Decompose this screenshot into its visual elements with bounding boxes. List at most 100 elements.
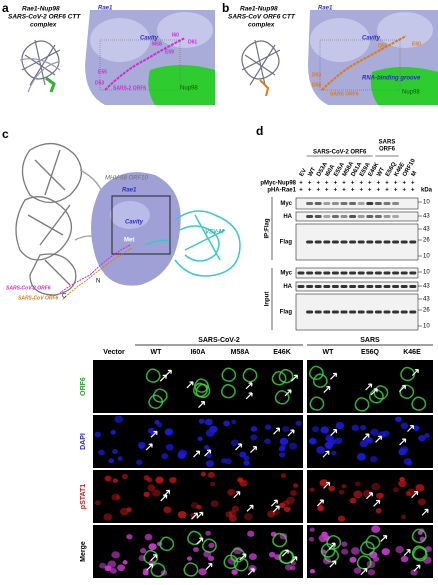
blot <box>295 223 419 261</box>
nucleus <box>286 496 295 505</box>
micrograph <box>391 415 433 468</box>
band <box>314 285 322 288</box>
nucleus <box>280 473 287 478</box>
micrograph <box>93 415 135 468</box>
band <box>409 271 417 275</box>
arrow <box>323 385 331 393</box>
cell <box>183 562 199 577</box>
nucleus <box>375 492 384 500</box>
nucleus <box>231 505 240 512</box>
nucleus <box>264 424 272 430</box>
sign: + <box>402 188 406 194</box>
cell <box>411 396 427 411</box>
shape <box>241 39 281 86</box>
marker: 43 <box>423 214 430 220</box>
shape <box>241 40 280 80</box>
band <box>340 285 348 288</box>
panel-e: SARS-CoV-2 SARS Vector WT I60A M58A E46K WT E56Q… <box>80 337 433 578</box>
marker: 26 <box>423 308 430 314</box>
nucleus <box>325 434 334 442</box>
band <box>366 285 374 288</box>
nucleus <box>295 420 302 427</box>
cell <box>202 538 217 553</box>
nucleus <box>331 450 337 456</box>
marker: 43 <box>423 297 430 303</box>
nucleus <box>247 530 255 537</box>
nucleus <box>230 439 239 447</box>
nucleus <box>279 437 289 445</box>
label: D58 <box>312 82 321 88</box>
arrow <box>186 381 194 389</box>
nucleus <box>94 500 101 506</box>
band <box>306 240 314 244</box>
band <box>400 240 408 244</box>
label: D53 <box>95 80 104 86</box>
band <box>323 202 331 205</box>
nucleus <box>122 560 128 565</box>
nucleus <box>328 485 336 492</box>
arrow <box>399 438 407 446</box>
row-label: pSTAT1 <box>80 484 87 510</box>
blot <box>295 293 419 331</box>
arrow <box>287 429 295 437</box>
nucleus <box>334 437 343 445</box>
label: Rae1 <box>318 6 333 12</box>
nucleus <box>209 481 216 487</box>
nucleus <box>99 562 107 569</box>
nucleus <box>198 418 205 424</box>
nucleus <box>115 495 121 500</box>
nucleus <box>250 434 258 441</box>
label: RNA-binding groove <box>362 76 421 82</box>
nucleus <box>111 551 120 559</box>
band <box>374 215 382 218</box>
arrow <box>246 504 254 512</box>
micrograph <box>177 415 219 468</box>
band <box>340 271 348 275</box>
blot-label: HA <box>283 284 292 290</box>
label: MHV-68 ORF10 <box>105 176 148 182</box>
band <box>383 271 391 275</box>
kda: kDa <box>421 188 433 194</box>
nucleus <box>415 484 425 492</box>
label: E60 <box>412 41 421 47</box>
nucleus <box>121 473 129 480</box>
column-label: WT <box>323 349 335 356</box>
band <box>366 240 374 244</box>
label: Q56 <box>378 43 388 49</box>
arrow <box>329 560 337 568</box>
shape <box>21 143 82 204</box>
nucleus <box>392 487 399 493</box>
nucleus <box>227 488 236 496</box>
nucleus <box>359 440 369 448</box>
nucleus <box>371 525 381 533</box>
label: N <box>96 279 100 285</box>
shape <box>241 39 281 86</box>
nucleus <box>208 542 215 549</box>
nucleus <box>280 443 287 449</box>
nucleus <box>104 475 111 482</box>
label: D53 <box>312 72 321 78</box>
nucleus <box>412 425 420 432</box>
band <box>340 310 348 314</box>
label: c <box>2 127 9 141</box>
arrow <box>193 450 201 458</box>
label: d <box>256 124 263 138</box>
sign: + <box>351 181 355 187</box>
micrograph <box>219 360 261 413</box>
cell <box>320 543 336 558</box>
nucleus <box>321 531 328 537</box>
cell <box>150 562 166 578</box>
cell <box>195 383 211 399</box>
band <box>331 271 339 275</box>
sign: + <box>342 188 346 194</box>
sign: + <box>394 181 398 187</box>
band <box>383 215 391 218</box>
shape <box>157 12 213 48</box>
band <box>314 240 322 244</box>
label: a <box>2 1 9 15</box>
column-label: I60A <box>191 349 206 356</box>
marker: 43 <box>423 227 430 233</box>
band <box>374 240 382 244</box>
nucleus <box>405 491 411 496</box>
nucleus <box>231 569 238 575</box>
